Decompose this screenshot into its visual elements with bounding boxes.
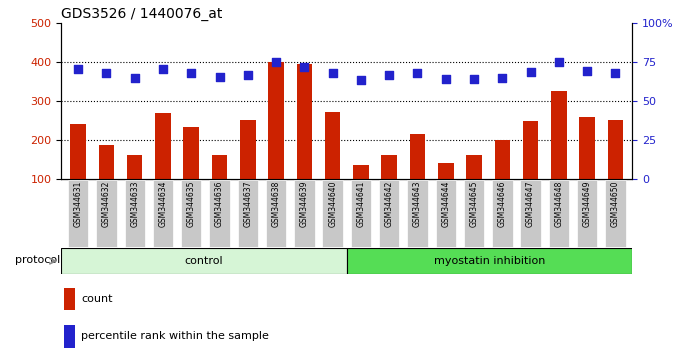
Bar [184,127,199,179]
Point [158,66,169,72]
Text: GSM344637: GSM344637 [243,181,252,227]
Bar [64,325,75,348]
Point [299,64,310,70]
FancyBboxPatch shape [294,180,315,247]
Bar [127,155,143,179]
Text: GSM344634: GSM344634 [158,181,167,227]
FancyBboxPatch shape [68,180,88,247]
Text: GSM344635: GSM344635 [187,181,196,227]
Bar [155,113,171,179]
Bar [296,64,312,179]
Text: GSM344640: GSM344640 [328,181,337,227]
Text: GSM344639: GSM344639 [300,181,309,227]
Bar [61,248,347,274]
Text: myostatin inhibition: myostatin inhibition [434,256,545,266]
Point [610,70,621,76]
Text: GSM344647: GSM344647 [526,181,535,227]
Text: GSM344632: GSM344632 [102,181,111,227]
Bar [211,155,227,179]
Text: GSM344642: GSM344642 [385,181,394,227]
FancyBboxPatch shape [209,180,230,247]
FancyBboxPatch shape [577,180,597,247]
Bar [269,62,284,179]
Bar [410,134,425,179]
Bar [64,288,75,310]
Bar [240,120,256,179]
Text: GSM344638: GSM344638 [271,181,281,227]
Bar [353,165,369,179]
Text: GSM344643: GSM344643 [413,181,422,227]
FancyBboxPatch shape [181,180,201,247]
Point [129,75,140,80]
Bar [381,155,397,179]
Bar [99,144,114,179]
Text: GSM344650: GSM344650 [611,181,620,227]
Bar [347,248,632,274]
Point [73,66,84,72]
Point [441,76,452,82]
FancyBboxPatch shape [605,180,626,247]
FancyBboxPatch shape [266,180,286,247]
FancyBboxPatch shape [379,180,399,247]
Point [384,72,394,78]
FancyBboxPatch shape [464,180,484,247]
FancyBboxPatch shape [492,180,513,247]
Bar [438,163,454,179]
Point [242,72,253,78]
Point [214,74,225,79]
Text: count: count [81,294,113,304]
FancyBboxPatch shape [351,180,371,247]
Text: control: control [185,256,223,266]
Text: GSM344645: GSM344645 [470,181,479,227]
Point [101,70,112,76]
Bar [71,124,86,179]
Text: GSM344648: GSM344648 [554,181,563,227]
Text: GSM344636: GSM344636 [215,181,224,227]
Bar [325,112,341,179]
Point [356,78,367,83]
Text: percentile rank within the sample: percentile rank within the sample [81,331,269,342]
FancyBboxPatch shape [97,180,117,247]
Text: GSM344649: GSM344649 [583,181,592,227]
FancyBboxPatch shape [549,180,569,247]
Text: protocol: protocol [15,255,61,265]
Point [497,75,508,80]
Point [186,70,197,76]
FancyBboxPatch shape [237,180,258,247]
Point [581,68,592,74]
Bar [523,121,539,179]
FancyBboxPatch shape [520,180,541,247]
Bar [608,120,623,179]
Point [525,69,536,74]
Text: GSM344646: GSM344646 [498,181,507,227]
Bar [494,140,510,179]
Point [469,76,479,81]
Bar [466,155,482,179]
Bar [579,117,595,179]
Point [271,59,282,65]
FancyBboxPatch shape [407,180,428,247]
Text: GSM344631: GSM344631 [73,181,83,227]
Text: GSM344633: GSM344633 [131,181,139,227]
Text: GSM344641: GSM344641 [356,181,365,227]
Point [327,70,338,76]
Point [412,70,423,76]
FancyBboxPatch shape [322,180,343,247]
FancyBboxPatch shape [153,180,173,247]
FancyBboxPatch shape [124,180,145,247]
Text: GSM344644: GSM344644 [441,181,450,227]
Point [554,59,564,65]
Text: GDS3526 / 1440076_at: GDS3526 / 1440076_at [61,7,222,21]
Bar [551,91,566,179]
FancyBboxPatch shape [436,180,456,247]
